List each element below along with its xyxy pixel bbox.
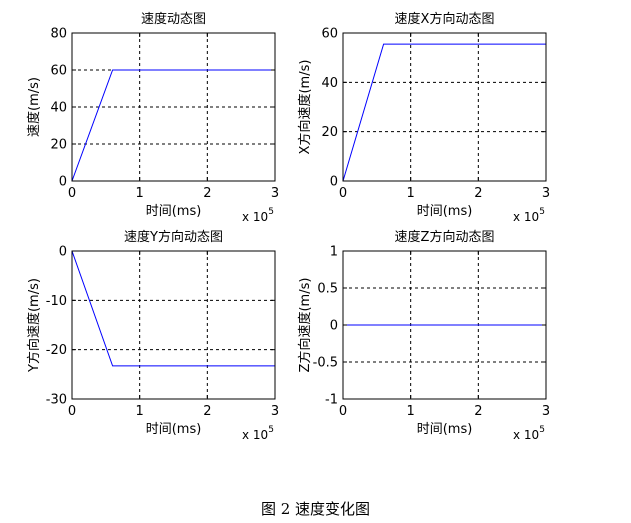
y-axis-label: X方向速度(m/s) xyxy=(297,60,313,155)
axes-box xyxy=(71,250,276,400)
y-tick-label: -20 xyxy=(46,343,67,358)
y-tick-label: -1 xyxy=(325,393,338,408)
y-tick-label: 80 xyxy=(50,27,67,42)
y-tick-label: 1 xyxy=(330,245,338,260)
x-tick-label: 2 xyxy=(474,404,482,419)
x-axis-multiplier: x 105 xyxy=(513,425,545,442)
x-tick-label: 2 xyxy=(474,186,482,201)
y-tick-label: 60 xyxy=(321,27,338,42)
x-tick-label: 0 xyxy=(339,186,347,201)
x-tick-label: 3 xyxy=(542,186,550,201)
x-axis-multiplier: x 105 xyxy=(242,207,274,224)
y-tick-label: 20 xyxy=(50,138,67,153)
plot-area xyxy=(343,33,546,181)
x-axis-multiplier: x 105 xyxy=(513,207,545,224)
x-axis-label: 时间(ms) xyxy=(146,204,202,219)
y-axis-label: Z方向速度(m/s) xyxy=(297,278,313,373)
x-tick-label: 3 xyxy=(271,404,279,419)
y-tick-label: 0 xyxy=(330,175,338,190)
y-tick-label: -30 xyxy=(46,393,67,408)
chart-title: 速度Z方向动态图 xyxy=(395,229,495,245)
y-tick-label: 0 xyxy=(330,319,338,334)
y-tick-label: 0 xyxy=(59,175,67,190)
chart-title: 速度动态图 xyxy=(141,11,206,27)
axes-box xyxy=(342,32,547,182)
x-axis-multiplier: x 105 xyxy=(242,425,274,442)
y-tick-label: 60 xyxy=(50,64,67,79)
series-line-1 xyxy=(342,43,546,182)
series-line-1 xyxy=(71,250,275,367)
chart-title: 速度X方向动态图 xyxy=(395,11,495,27)
y-tick-label: -0.5 xyxy=(313,356,338,371)
x-tick-label: 0 xyxy=(68,404,76,419)
x-tick-label: 0 xyxy=(339,404,347,419)
x-tick-label: 3 xyxy=(542,404,550,419)
x-tick-label: 2 xyxy=(203,404,211,419)
series-line-1 xyxy=(71,69,275,182)
y-axis-label: 速度(m/s) xyxy=(26,77,42,137)
x-axis-label: 时间(ms) xyxy=(417,422,473,437)
x-tick-label: 3 xyxy=(271,186,279,201)
x-tick-label: 1 xyxy=(136,186,144,201)
y-tick-label: -10 xyxy=(46,294,67,309)
figure-caption: 图 2 速度变化图 xyxy=(260,500,371,518)
y-tick-label: 40 xyxy=(321,76,338,91)
y-tick-label: 20 xyxy=(321,125,338,140)
x-tick-label: 1 xyxy=(136,404,144,419)
y-tick-label: 40 xyxy=(50,101,67,116)
y-tick-label: 0.5 xyxy=(317,282,338,297)
y-tick-label: 0 xyxy=(59,245,67,260)
x-tick-label: 2 xyxy=(203,186,211,201)
x-tick-label: 1 xyxy=(407,186,415,201)
x-tick-label: 0 xyxy=(68,186,76,201)
x-axis-label: 时间(ms) xyxy=(417,204,473,219)
chart-title: 速度Y方向动态图 xyxy=(124,229,223,245)
y-axis-label: Y方向速度(m/s) xyxy=(26,278,42,373)
x-tick-label: 1 xyxy=(407,404,415,419)
x-axis-label: 时间(ms) xyxy=(146,422,202,437)
plot-area xyxy=(72,251,275,399)
